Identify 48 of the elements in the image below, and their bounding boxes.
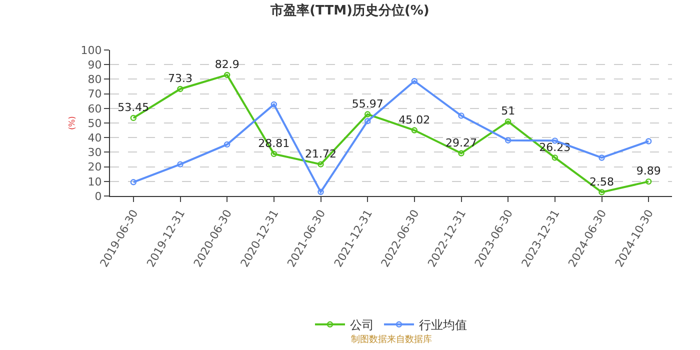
y-tick-label: 40 [88,131,102,144]
y-tick-label: 20 [88,160,102,174]
data-label: 51 [501,104,516,118]
data-label: 45.02 [398,113,430,126]
y-tick-label: 70 [88,88,102,101]
point [177,161,184,168]
point [552,154,558,161]
point [645,138,652,144]
y-tick-label: 100 [80,44,102,57]
text: 制图数据来自数据库 [351,334,432,345]
point [224,141,230,148]
point [318,188,324,196]
legend-label: 行业均值 [419,318,467,332]
point [598,154,605,161]
point [364,118,371,124]
point [504,118,512,125]
y-tick-label: 30 [88,146,102,160]
point [458,150,464,156]
point [504,137,512,144]
point [411,127,418,134]
point [411,78,418,84]
y-tick-label: 50 [88,116,102,130]
point [130,179,137,186]
data-label: 82.9 [214,58,240,72]
data-label: 55.97 [352,97,384,110]
point [645,178,652,185]
point [177,86,184,92]
y-tick-label: 60 [88,102,102,116]
y-axis-title: (%) [68,116,76,130]
y-tick-label: 10 [88,175,102,188]
data-label: 29.27 [446,136,477,150]
y-tick-label: 80 [88,73,102,86]
chart-title: 市盈率(TTM)历史分位(%) [270,2,430,18]
point [318,161,324,168]
data-label: 9.89 [636,164,661,178]
point [224,72,230,78]
point [364,111,371,118]
data-label: 53.45 [118,101,150,114]
point [130,114,137,122]
data-label: 2.58 [590,175,614,188]
point [270,101,278,108]
y-tick-label: 90 [88,58,102,72]
point [270,150,278,158]
legend-label: 公司 [350,318,374,332]
data-label: 73.3 [168,72,192,86]
point [458,112,464,119]
point [598,189,605,196]
y-tick-label: 0 [94,190,102,203]
